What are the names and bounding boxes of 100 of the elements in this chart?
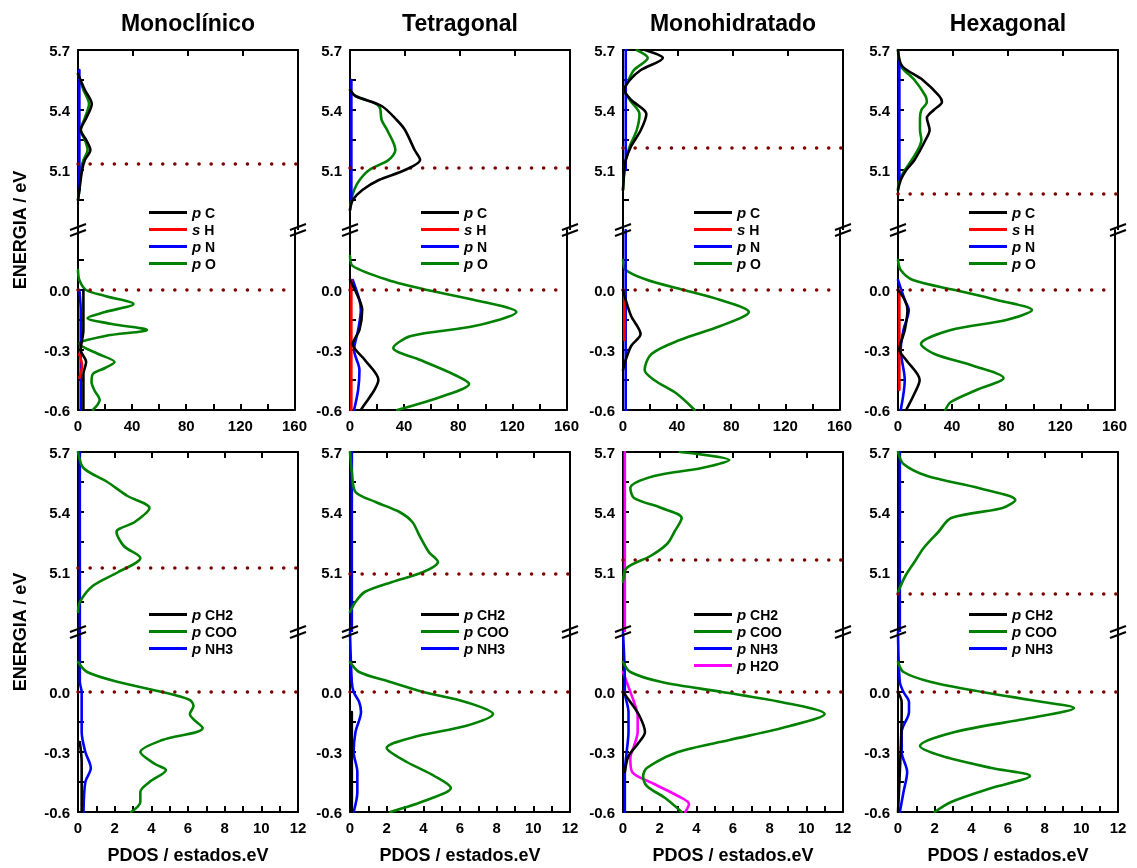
x-tick-label: 8 — [1040, 819, 1049, 836]
y-tick-label: 5.1 — [869, 563, 890, 581]
legend-label: p NH3 — [736, 640, 779, 657]
y-tick-label: -0.3 — [589, 341, 615, 359]
y-tick-label: 5.1 — [594, 563, 615, 581]
x-tick-label: 0 — [73, 819, 83, 836]
x-axis-title: PDOS / estados.eV — [379, 845, 541, 865]
legend-label: p N — [736, 238, 761, 255]
x-tick-label: 160 — [281, 417, 307, 434]
y-tick-label: 5.7 — [49, 443, 70, 461]
y-tick-label: 5.4 — [869, 503, 891, 521]
x-tick-label: 4 — [419, 819, 429, 836]
y-tick-label: 5.4 — [869, 101, 891, 119]
y-tick-label: 5.1 — [869, 161, 890, 179]
legend-label: p O — [191, 255, 217, 272]
x-tick-label: 12 — [1109, 819, 1127, 836]
x-tick-label: 80 — [997, 417, 1015, 434]
legend-label: p NH3 — [191, 640, 234, 657]
x-tick-label: 0 — [893, 417, 903, 434]
x-axis-title: PDOS / estados.eV — [107, 845, 269, 865]
y-tick-label: -0.6 — [589, 803, 615, 821]
legend-label: p CH2 — [1011, 606, 1054, 623]
x-tick-label: 6 — [728, 819, 738, 836]
y-tick-label: -0.3 — [864, 743, 890, 761]
y-tick-label: -0.6 — [316, 401, 342, 419]
y-tick-label: 0.0 — [594, 281, 615, 299]
y-tick-label: -0.3 — [44, 341, 70, 359]
x-tick-label: 0 — [73, 417, 83, 434]
x-tick-label: 10 — [797, 819, 815, 836]
y-tick-label: 5.4 — [49, 503, 71, 521]
y-tick-label: 5.4 — [321, 503, 343, 521]
legend-label: p N — [463, 238, 488, 255]
y-tick-label: 5.7 — [594, 443, 615, 461]
y-tick-label: 5.7 — [321, 443, 342, 461]
x-tick-label: 2 — [930, 819, 939, 836]
y-axis-title: ENERGIA / eV — [9, 572, 31, 692]
x-tick-label: 6 — [1003, 819, 1013, 836]
x-tick-label: 0 — [345, 819, 355, 836]
y-tick-label: 5.7 — [321, 41, 342, 59]
y-tick-label: 5.1 — [49, 161, 70, 179]
x-tick-label: 40 — [943, 417, 961, 434]
y-tick-label: -0.6 — [589, 401, 615, 419]
x-tick-label: 0 — [618, 417, 628, 434]
x-tick-label: 120 — [499, 417, 525, 434]
legend-label: p N — [191, 238, 216, 255]
legend-label: p NH3 — [1011, 640, 1054, 657]
legend-label: s H — [192, 221, 215, 238]
x-tick-label: 8 — [492, 819, 501, 836]
y-tick-label: 0.0 — [869, 683, 890, 701]
chart-title: Hexagonal — [948, 10, 1068, 37]
y-tick-label: 5.1 — [594, 161, 615, 179]
y-tick-label: 5.1 — [321, 563, 342, 581]
legend-label: p C — [1011, 204, 1036, 221]
y-tick-label: -0.3 — [864, 341, 890, 359]
x-tick-label: 4 — [147, 819, 157, 836]
x-tick-label: 2 — [655, 819, 664, 836]
x-tick-label: 120 — [1047, 417, 1073, 434]
x-axis-title: PDOS / estados.eV — [652, 845, 814, 865]
x-tick-label: 120 — [772, 417, 798, 434]
x-tick-label: 160 — [826, 417, 852, 434]
x-tick-label: 2 — [110, 819, 119, 836]
x-tick-label: 0 — [618, 819, 628, 836]
legend-label: p COO — [736, 623, 783, 640]
legend-label: p CH2 — [191, 606, 234, 623]
x-tick-label: 12 — [561, 819, 579, 836]
y-tick-label: 5.4 — [594, 503, 616, 521]
x-tick-label: 10 — [1072, 819, 1090, 836]
legend-label: s H — [737, 221, 760, 238]
y-tick-label: 5.1 — [49, 563, 70, 581]
y-tick-label: 0.0 — [321, 683, 342, 701]
x-tick-label: 8 — [765, 819, 774, 836]
y-tick-label: -0.3 — [44, 743, 70, 761]
y-tick-label: 5.7 — [594, 41, 615, 59]
y-tick-label: -0.6 — [864, 401, 890, 419]
x-tick-label: 0 — [345, 417, 355, 434]
legend-label: p O — [463, 255, 489, 272]
x-tick-label: 6 — [183, 819, 193, 836]
x-tick-label: 0 — [893, 819, 903, 836]
legend-label: p C — [463, 204, 488, 221]
chart-title: Tetragonal — [401, 10, 519, 37]
legend-label: s H — [464, 221, 487, 238]
legend-label: p NH3 — [463, 640, 506, 657]
y-tick-label: -0.6 — [864, 803, 890, 821]
y-tick-label: 5.1 — [321, 161, 342, 179]
legend-label: p N — [1011, 238, 1036, 255]
y-tick-label: -0.3 — [589, 743, 615, 761]
x-tick-label: 8 — [220, 819, 229, 836]
x-tick-label: 4 — [692, 819, 702, 836]
x-tick-label: 12 — [289, 819, 307, 836]
x-tick-label: 40 — [668, 417, 686, 434]
chart-title: Monohidratado — [648, 10, 818, 37]
x-tick-label: 120 — [227, 417, 253, 434]
x-axis-title: PDOS / estados.eV — [927, 845, 1089, 865]
y-tick-label: 5.4 — [49, 101, 71, 119]
x-tick-label: 80 — [449, 417, 467, 434]
x-tick-label: 40 — [395, 417, 413, 434]
x-tick-label: 160 — [553, 417, 579, 434]
y-tick-label: -0.3 — [316, 341, 342, 359]
y-tick-label: 0.0 — [321, 281, 342, 299]
legend-label: p COO — [1011, 623, 1058, 640]
